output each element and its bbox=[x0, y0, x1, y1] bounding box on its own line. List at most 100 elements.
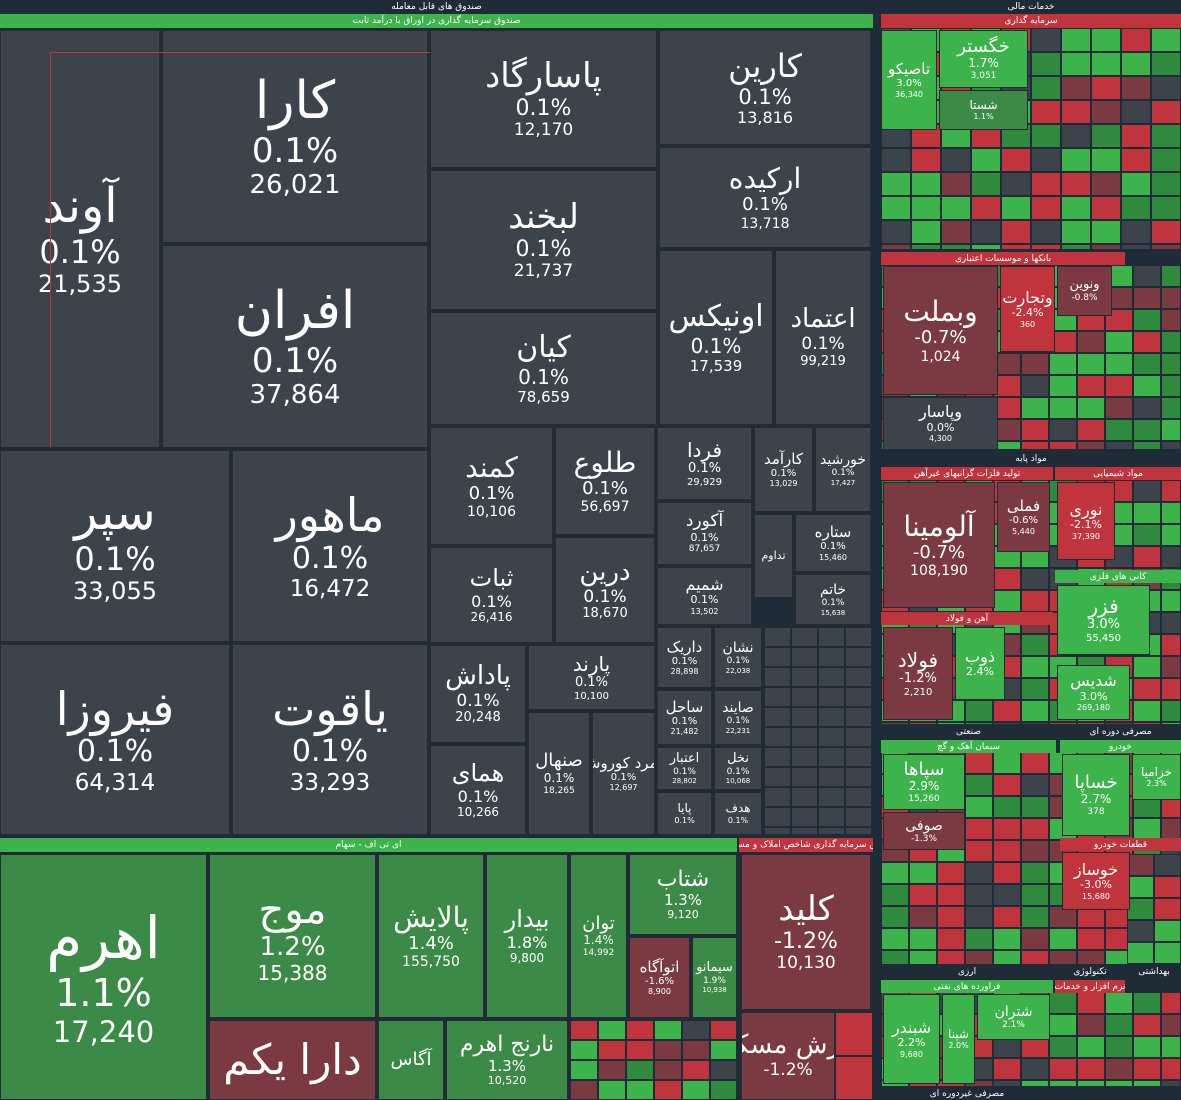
filler-tile bbox=[1021, 950, 1049, 965]
tile: وبملت -0.7% 1,024 bbox=[883, 266, 998, 395]
tile-change: 0.1% bbox=[801, 334, 845, 355]
tile: تداوم bbox=[754, 514, 793, 598]
tile-change: 1.4% bbox=[583, 933, 614, 948]
filler-tile bbox=[1154, 920, 1181, 942]
tile: صوفی -1.3% bbox=[883, 812, 965, 850]
tile-value: 269,180 bbox=[1076, 703, 1111, 713]
filler-tile bbox=[1121, 244, 1151, 250]
filler-tile bbox=[872, 667, 874, 687]
filler-tile bbox=[1031, 28, 1061, 52]
filler-tile bbox=[993, 774, 1021, 796]
filler-tile bbox=[1133, 992, 1161, 1014]
section-header: صنعتی bbox=[956, 726, 981, 737]
filler-tile bbox=[845, 787, 872, 807]
filler-tile bbox=[764, 707, 791, 727]
filler-tile bbox=[1105, 375, 1133, 397]
filler-tile bbox=[1133, 480, 1161, 502]
tile-value: 14,992 bbox=[582, 948, 615, 959]
filler-tile bbox=[937, 950, 965, 965]
filler-tile bbox=[1091, 172, 1121, 196]
filler-tile bbox=[1077, 375, 1105, 397]
tile-value: 17,240 bbox=[52, 1014, 155, 1049]
filler-tile bbox=[993, 818, 1021, 840]
tile-value: 55,450 bbox=[1086, 633, 1121, 645]
tile: همای 0.1% 10,266 bbox=[430, 745, 526, 835]
tile-value: 15,680 bbox=[1082, 891, 1110, 901]
tile-name: ارکیده bbox=[728, 162, 802, 196]
tile-change: -2.1% bbox=[1070, 518, 1102, 532]
tile-value: 22,038 bbox=[725, 666, 751, 675]
tile-value: 18,265 bbox=[543, 785, 575, 796]
filler-tile bbox=[1161, 700, 1181, 722]
tile-name: کلید bbox=[778, 889, 834, 930]
tile-name: ونوین bbox=[1069, 277, 1100, 293]
filler-tile bbox=[1077, 331, 1105, 353]
tile-value: 155,750 bbox=[402, 954, 460, 971]
tile-change: 1.7% bbox=[968, 56, 999, 71]
tile-name: طلوع bbox=[573, 445, 637, 479]
filler-tile bbox=[1049, 722, 1077, 725]
tile-value: 18,670 bbox=[582, 606, 628, 622]
tile-change: 1.8% bbox=[506, 932, 548, 952]
tile: خوساز -3.0% 15,680 bbox=[1062, 852, 1130, 910]
tile-value: 28,898 bbox=[670, 667, 699, 677]
filler-tile bbox=[1151, 196, 1181, 220]
filler-tile bbox=[881, 172, 911, 196]
tile: شدیس 3.0% 269,180 bbox=[1057, 665, 1130, 720]
filler-tile bbox=[1001, 244, 1031, 250]
tile-change: 1.4% bbox=[408, 932, 454, 954]
tile-value: 10,520 bbox=[487, 1073, 527, 1087]
tile-name: وبملت bbox=[903, 295, 978, 329]
tile-value: 36,340 bbox=[895, 89, 923, 99]
tile-change: 0.1% bbox=[610, 771, 637, 783]
filler-tile bbox=[1049, 992, 1077, 1014]
filler-tile bbox=[965, 862, 993, 884]
filler-tile bbox=[1133, 1036, 1161, 1058]
filler-tile bbox=[682, 1020, 710, 1040]
tile-value: 12,697 bbox=[609, 783, 638, 793]
tile-name: شتران bbox=[994, 1003, 1033, 1020]
tile-change: 0.1% bbox=[738, 84, 792, 109]
filler-tile bbox=[1091, 148, 1121, 172]
tile: خساپا 2.7% 378 bbox=[1062, 754, 1130, 836]
filler-tile bbox=[1133, 375, 1161, 397]
filler-tile bbox=[1121, 100, 1151, 124]
tile-name: آکورد bbox=[685, 511, 724, 532]
filler-tile bbox=[1077, 441, 1105, 450]
tile-value: 99,219 bbox=[800, 353, 846, 369]
filler-tile bbox=[1151, 124, 1181, 148]
filler-tile bbox=[1021, 678, 1049, 700]
filler-tile bbox=[971, 148, 1001, 172]
tile-value: 10,106 bbox=[467, 504, 516, 521]
filler-tile bbox=[845, 627, 872, 647]
tile-change: -0.7% bbox=[914, 327, 967, 349]
filler-tile bbox=[1121, 148, 1151, 172]
filler-tile bbox=[1031, 100, 1061, 124]
filler-tile bbox=[845, 687, 872, 707]
tile-name: صنهال bbox=[535, 750, 583, 772]
section-header: بانکها و موسسات اعتباری bbox=[881, 252, 1125, 265]
filler-tile bbox=[971, 244, 1001, 250]
tile-change: 0.1% bbox=[726, 656, 750, 667]
filler-tile bbox=[941, 244, 971, 250]
section-header: تولید فلزات گرانبهای غیرآهن bbox=[881, 467, 1053, 480]
section-header: خودرو bbox=[1060, 740, 1181, 753]
filler-tile bbox=[1161, 1058, 1181, 1080]
filler-tile bbox=[937, 722, 965, 725]
filler-tile bbox=[845, 667, 872, 687]
filler-tile bbox=[1049, 928, 1077, 950]
tile: شستا 1.1% bbox=[939, 90, 1028, 130]
tile-change: 0.1% bbox=[582, 477, 628, 499]
tile-change: 2.1% bbox=[1002, 1019, 1025, 1030]
tile-name: اونیکس bbox=[668, 299, 764, 335]
filler-tile bbox=[710, 1060, 737, 1080]
tile: توان 1.4% 14,992 bbox=[570, 854, 627, 1018]
filler-tile bbox=[1133, 818, 1161, 840]
tile-change: 0.1% bbox=[39, 233, 121, 272]
filler-tile bbox=[1031, 196, 1061, 220]
filler-tile bbox=[845, 747, 872, 767]
tile-name: ذوب bbox=[965, 646, 995, 666]
filler-tile bbox=[872, 727, 874, 747]
filler-tile bbox=[1133, 331, 1161, 353]
filler-tile bbox=[911, 244, 941, 250]
